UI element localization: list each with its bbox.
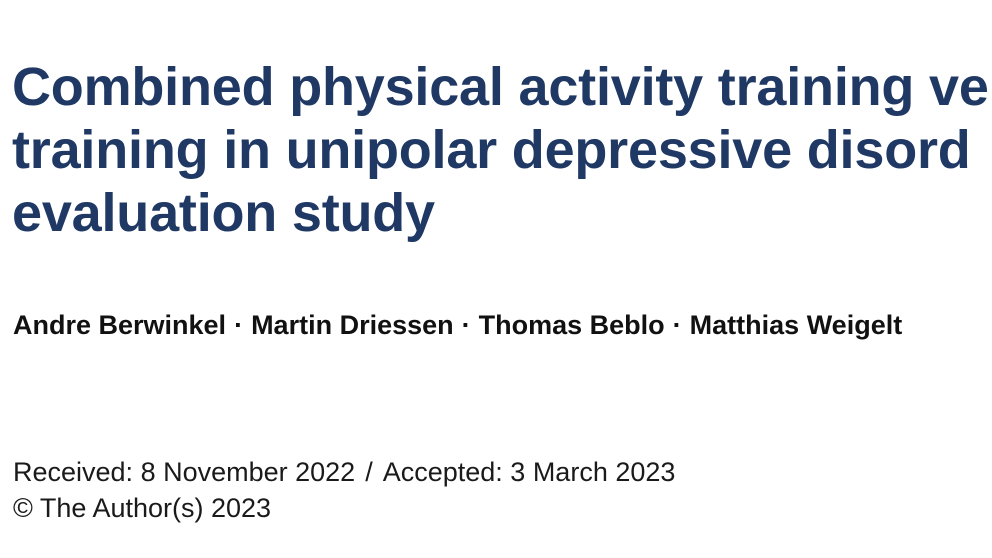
date-separator: / [365, 457, 373, 487]
publication-history: Received: 8 November 2022 / Accepted: 3 Ma… [13, 454, 675, 526]
article-title: Combined physical activity training ve t… [12, 56, 989, 245]
author-name[interactable]: Andre Berwinkel [13, 310, 227, 340]
copyright-notice: © The Author(s) 2023 [13, 493, 272, 523]
date-line: Received: 8 November 2022 / Accepted: 3 Ma… [13, 454, 675, 490]
author-separator: · [234, 310, 244, 340]
author-name[interactable]: Matthias Weigelt [689, 310, 903, 340]
author-name[interactable]: Martin Driessen [251, 310, 454, 340]
accepted-date: Accepted: 3 March 2023 [382, 457, 676, 487]
author-name[interactable]: Thomas Beblo [478, 310, 665, 340]
title-line-3: evaluation study [12, 183, 435, 243]
title-line-1: Combined physical activity training ve [12, 57, 989, 117]
author-list: Andre Berwinkel · Martin Driessen · Thomas B… [13, 308, 902, 342]
title-line-2: training in unipolar depressive disord [12, 120, 971, 180]
received-date: Received: 8 November 2022 [13, 457, 356, 487]
author-separator: · [672, 310, 682, 340]
author-separator: · [461, 310, 471, 340]
